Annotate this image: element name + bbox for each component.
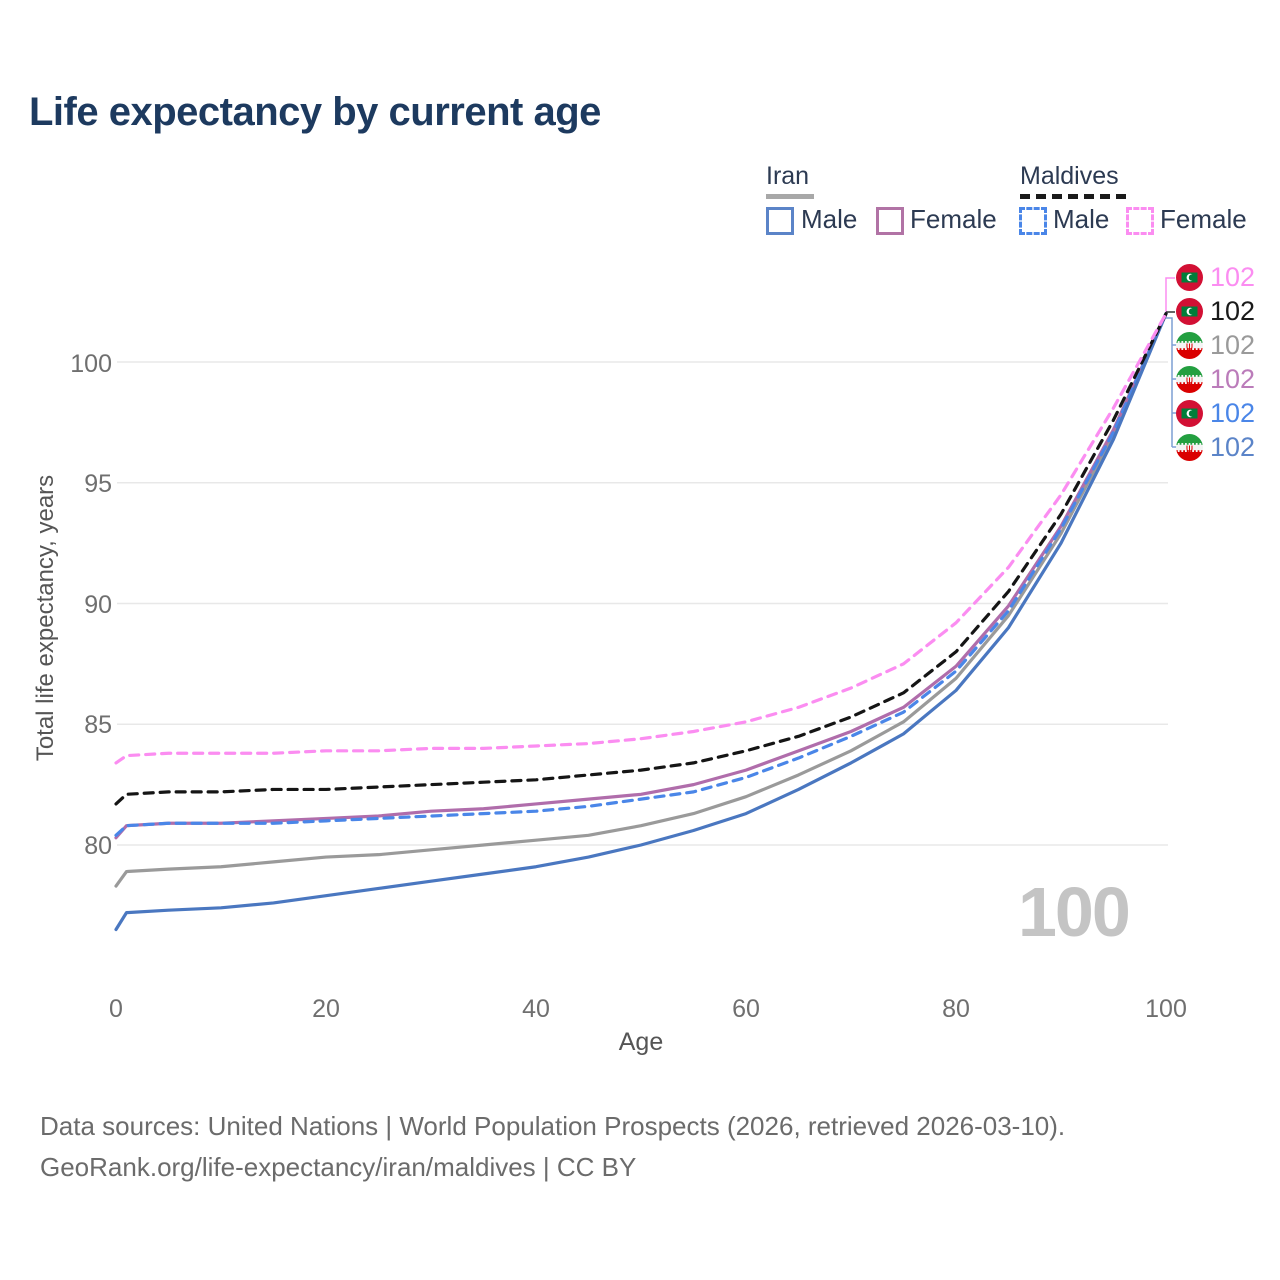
iran-flag-icon (1176, 366, 1203, 393)
iran-flag-icon (1176, 434, 1203, 461)
legend-swatch-iran-male[interactable] (766, 207, 794, 235)
series-line-maldives-female[interactable] (114, 312, 1168, 765)
data-source-line2[interactable]: GeoRank.org/life-expectancy/iran/maldive… (40, 1152, 637, 1182)
legend-maldives-line-swatch (1020, 194, 1126, 199)
maldives-flag-icon (1176, 399, 1203, 427)
series-line-maldives-total[interactable] (114, 312, 1168, 806)
age-watermark: 100 (1018, 873, 1131, 951)
x-axis-title: Age (618, 1028, 664, 1056)
endpoint-label-iran-female: 102 (1176, 364, 1255, 394)
endpoint-label-maldives-total: 102 (1176, 296, 1255, 326)
legend-label-iran-male[interactable]: Male (801, 204, 858, 234)
series-line-maldives-male[interactable] (114, 312, 1168, 837)
page-title: Life expectancy by current age (29, 90, 601, 134)
endpoint-label-iran-male: 102 (1176, 432, 1255, 462)
y-tick-85: 85 (84, 711, 112, 739)
iran-flag-icon (1176, 332, 1203, 359)
endpoint-label-iran-total: 102 (1176, 330, 1255, 360)
legend-group-iran[interactable]: Iran (766, 162, 810, 190)
legend-swatch-maldives-female[interactable] (1126, 207, 1154, 235)
legend-swatch-iran-female[interactable] (876, 207, 904, 235)
legend-iran-line-swatch (766, 194, 814, 199)
legend-label-maldives-female[interactable]: Female (1160, 204, 1247, 234)
endpoint-label-maldives-female: 102 (1176, 262, 1255, 292)
legend-group-maldives[interactable]: Maldives (1020, 162, 1119, 190)
legend-label-maldives-male[interactable]: Male (1053, 204, 1110, 234)
series-line-iran-female[interactable] (114, 312, 1168, 840)
maldives-flag-icon (1176, 263, 1203, 291)
x-tick-20: 20 (312, 995, 340, 1023)
legend-swatch-maldives-male[interactable] (1019, 207, 1047, 235)
series-line-iran-male[interactable] (114, 312, 1168, 932)
data-source-line1: Data sources: United Nations | World Pop… (40, 1111, 1066, 1141)
endpoint-label-maldives-male: 102 (1176, 398, 1255, 428)
y-tick-80: 80 (84, 832, 112, 860)
legend-label-iran-female[interactable]: Female (910, 204, 997, 234)
data-source-note: Data sources: United Nations | World Pop… (40, 1106, 1065, 1188)
x-tick-80: 80 (942, 995, 970, 1023)
x-tick-0: 0 (109, 995, 123, 1023)
x-tick-100: 100 (1145, 995, 1187, 1023)
x-tick-60: 60 (732, 995, 760, 1023)
y-tick-100: 100 (70, 350, 112, 378)
series-line-iran-total[interactable] (114, 312, 1168, 888)
y-tick-90: 90 (84, 591, 112, 619)
y-tick-95: 95 (84, 470, 112, 498)
x-tick-40: 40 (522, 995, 550, 1023)
maldives-flag-icon (1176, 297, 1203, 325)
